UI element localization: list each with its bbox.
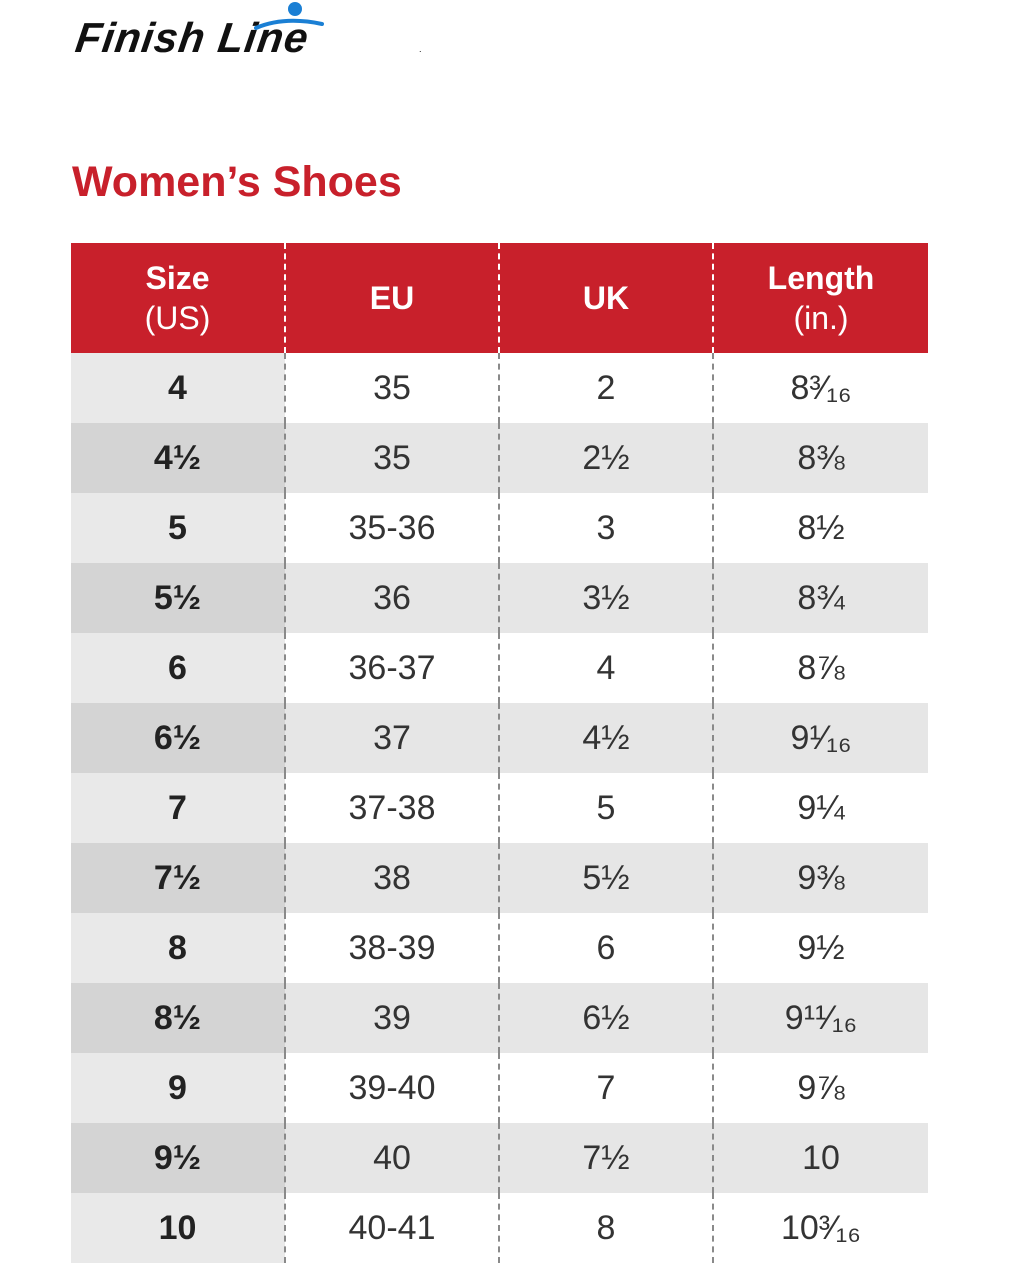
cell-length: 8¾ bbox=[712, 563, 928, 633]
table-row: 6½ 37 4½ 9¹⁄₁₆ bbox=[71, 703, 928, 773]
cell-size-us: 8½ bbox=[71, 983, 285, 1053]
cell-size-us: 6 bbox=[71, 633, 285, 703]
cell-length: 8³⁄₁₆ bbox=[712, 353, 928, 423]
cell-size-us: 6½ bbox=[71, 703, 285, 773]
table-row: 8½ 39 6½ 9¹¹⁄₁₆ bbox=[71, 983, 928, 1053]
table-row: 9 39-40 7 9⅞ bbox=[71, 1053, 928, 1123]
cell-size-us: 9½ bbox=[71, 1123, 285, 1193]
cell-eu: 35-36 bbox=[284, 493, 499, 563]
cell-size-us: 5½ bbox=[71, 563, 285, 633]
cell-size-us: 8 bbox=[71, 913, 285, 983]
cell-size-us: 9 bbox=[71, 1053, 285, 1123]
table-row: 8 38-39 6 9½ bbox=[71, 913, 928, 983]
finish-line-logo[interactable]: Finish Line . bbox=[73, 2, 436, 61]
cell-size-us: 4 bbox=[71, 353, 285, 423]
swoosh-icon bbox=[254, 18, 324, 30]
cell-size-us: 5 bbox=[71, 493, 285, 563]
size-chart-table: Size (US) EU UK Length (in.) 4 35 2 8³⁄₁₆ 4½… bbox=[71, 243, 928, 1263]
cell-uk: 7 bbox=[498, 1053, 713, 1123]
cell-uk: 7½ bbox=[498, 1123, 713, 1193]
table-row: 10 40-41 8 10³⁄₁₆ bbox=[71, 1193, 928, 1263]
cell-length: 8⅞ bbox=[712, 633, 928, 703]
header-label: EU bbox=[369, 280, 415, 316]
logo-mark: . bbox=[419, 44, 422, 54]
cell-eu: 37-38 bbox=[284, 773, 499, 843]
cell-length: 9¼ bbox=[712, 773, 928, 843]
header-length: Length (in.) bbox=[712, 243, 928, 353]
cell-length: 8½ bbox=[712, 493, 928, 563]
header-sublabel: (in.) bbox=[793, 300, 849, 336]
cell-uk: 8 bbox=[498, 1193, 713, 1263]
header-sublabel: (US) bbox=[144, 300, 211, 336]
cell-length: 10 bbox=[712, 1123, 928, 1193]
cell-uk: 2½ bbox=[498, 423, 713, 493]
table-row: 7 37-38 5 9¼ bbox=[71, 773, 928, 843]
table-row: 5½ 36 3½ 8¾ bbox=[71, 563, 928, 633]
cell-eu: 39 bbox=[284, 983, 499, 1053]
table-row: 4½ 35 2½ 8⅜ bbox=[71, 423, 928, 493]
header-eu: EU bbox=[284, 243, 499, 353]
cell-eu: 36 bbox=[284, 563, 499, 633]
cell-length: 9½ bbox=[712, 913, 928, 983]
cell-eu: 38-39 bbox=[284, 913, 499, 983]
cell-length: 9¹⁄₁₆ bbox=[712, 703, 928, 773]
table-row: 4 35 2 8³⁄₁₆ bbox=[71, 353, 928, 423]
cell-length: 9⅞ bbox=[712, 1053, 928, 1123]
cell-length: 8⅜ bbox=[712, 423, 928, 493]
table-header-row: Size (US) EU UK Length (in.) bbox=[71, 243, 928, 353]
page-title: Women’s Shoes bbox=[72, 158, 402, 206]
table-row: 9½ 40 7½ 10 bbox=[71, 1123, 928, 1193]
cell-uk: 5 bbox=[498, 773, 713, 843]
header-uk: UK bbox=[498, 243, 713, 353]
cell-uk: 4 bbox=[498, 633, 713, 703]
cell-uk: 2 bbox=[498, 353, 713, 423]
cell-size-us: 7 bbox=[71, 773, 285, 843]
header-size-us: Size (US) bbox=[71, 243, 285, 353]
cell-size-us: 7½ bbox=[71, 843, 285, 913]
cell-length: 9⅜ bbox=[712, 843, 928, 913]
header-label: Size bbox=[145, 260, 210, 296]
cell-uk: 6 bbox=[498, 913, 713, 983]
cell-length: 9¹¹⁄₁₆ bbox=[712, 983, 928, 1053]
cell-uk: 4½ bbox=[498, 703, 713, 773]
cell-eu: 39-40 bbox=[284, 1053, 499, 1123]
table-body: 4 35 2 8³⁄₁₆ 4½ 35 2½ 8⅜ 5 35-36 3 8½ 5½ 36 3½ 8¾ 6 36-37… bbox=[71, 353, 928, 1263]
cell-uk: 6½ bbox=[498, 983, 713, 1053]
cell-size-us: 4½ bbox=[71, 423, 285, 493]
cell-size-us: 10 bbox=[71, 1193, 285, 1263]
cell-uk: 3½ bbox=[498, 563, 713, 633]
cell-uk: 5½ bbox=[498, 843, 713, 913]
runner-head-icon bbox=[288, 2, 302, 16]
cell-length: 10³⁄₁₆ bbox=[712, 1193, 928, 1263]
cell-eu: 36-37 bbox=[284, 633, 499, 703]
table-row: 5 35-36 3 8½ bbox=[71, 493, 928, 563]
cell-uk: 3 bbox=[498, 493, 713, 563]
table-row: 6 36-37 4 8⅞ bbox=[71, 633, 928, 703]
header-label: Length bbox=[767, 260, 875, 296]
cell-eu: 40 bbox=[284, 1123, 499, 1193]
cell-eu: 35 bbox=[284, 353, 499, 423]
cell-eu: 38 bbox=[284, 843, 499, 913]
table-row: 7½ 38 5½ 9⅜ bbox=[71, 843, 928, 913]
header-label: UK bbox=[582, 280, 630, 316]
cell-eu: 37 bbox=[284, 703, 499, 773]
cell-eu: 35 bbox=[284, 423, 499, 493]
cell-eu: 40-41 bbox=[284, 1193, 499, 1263]
